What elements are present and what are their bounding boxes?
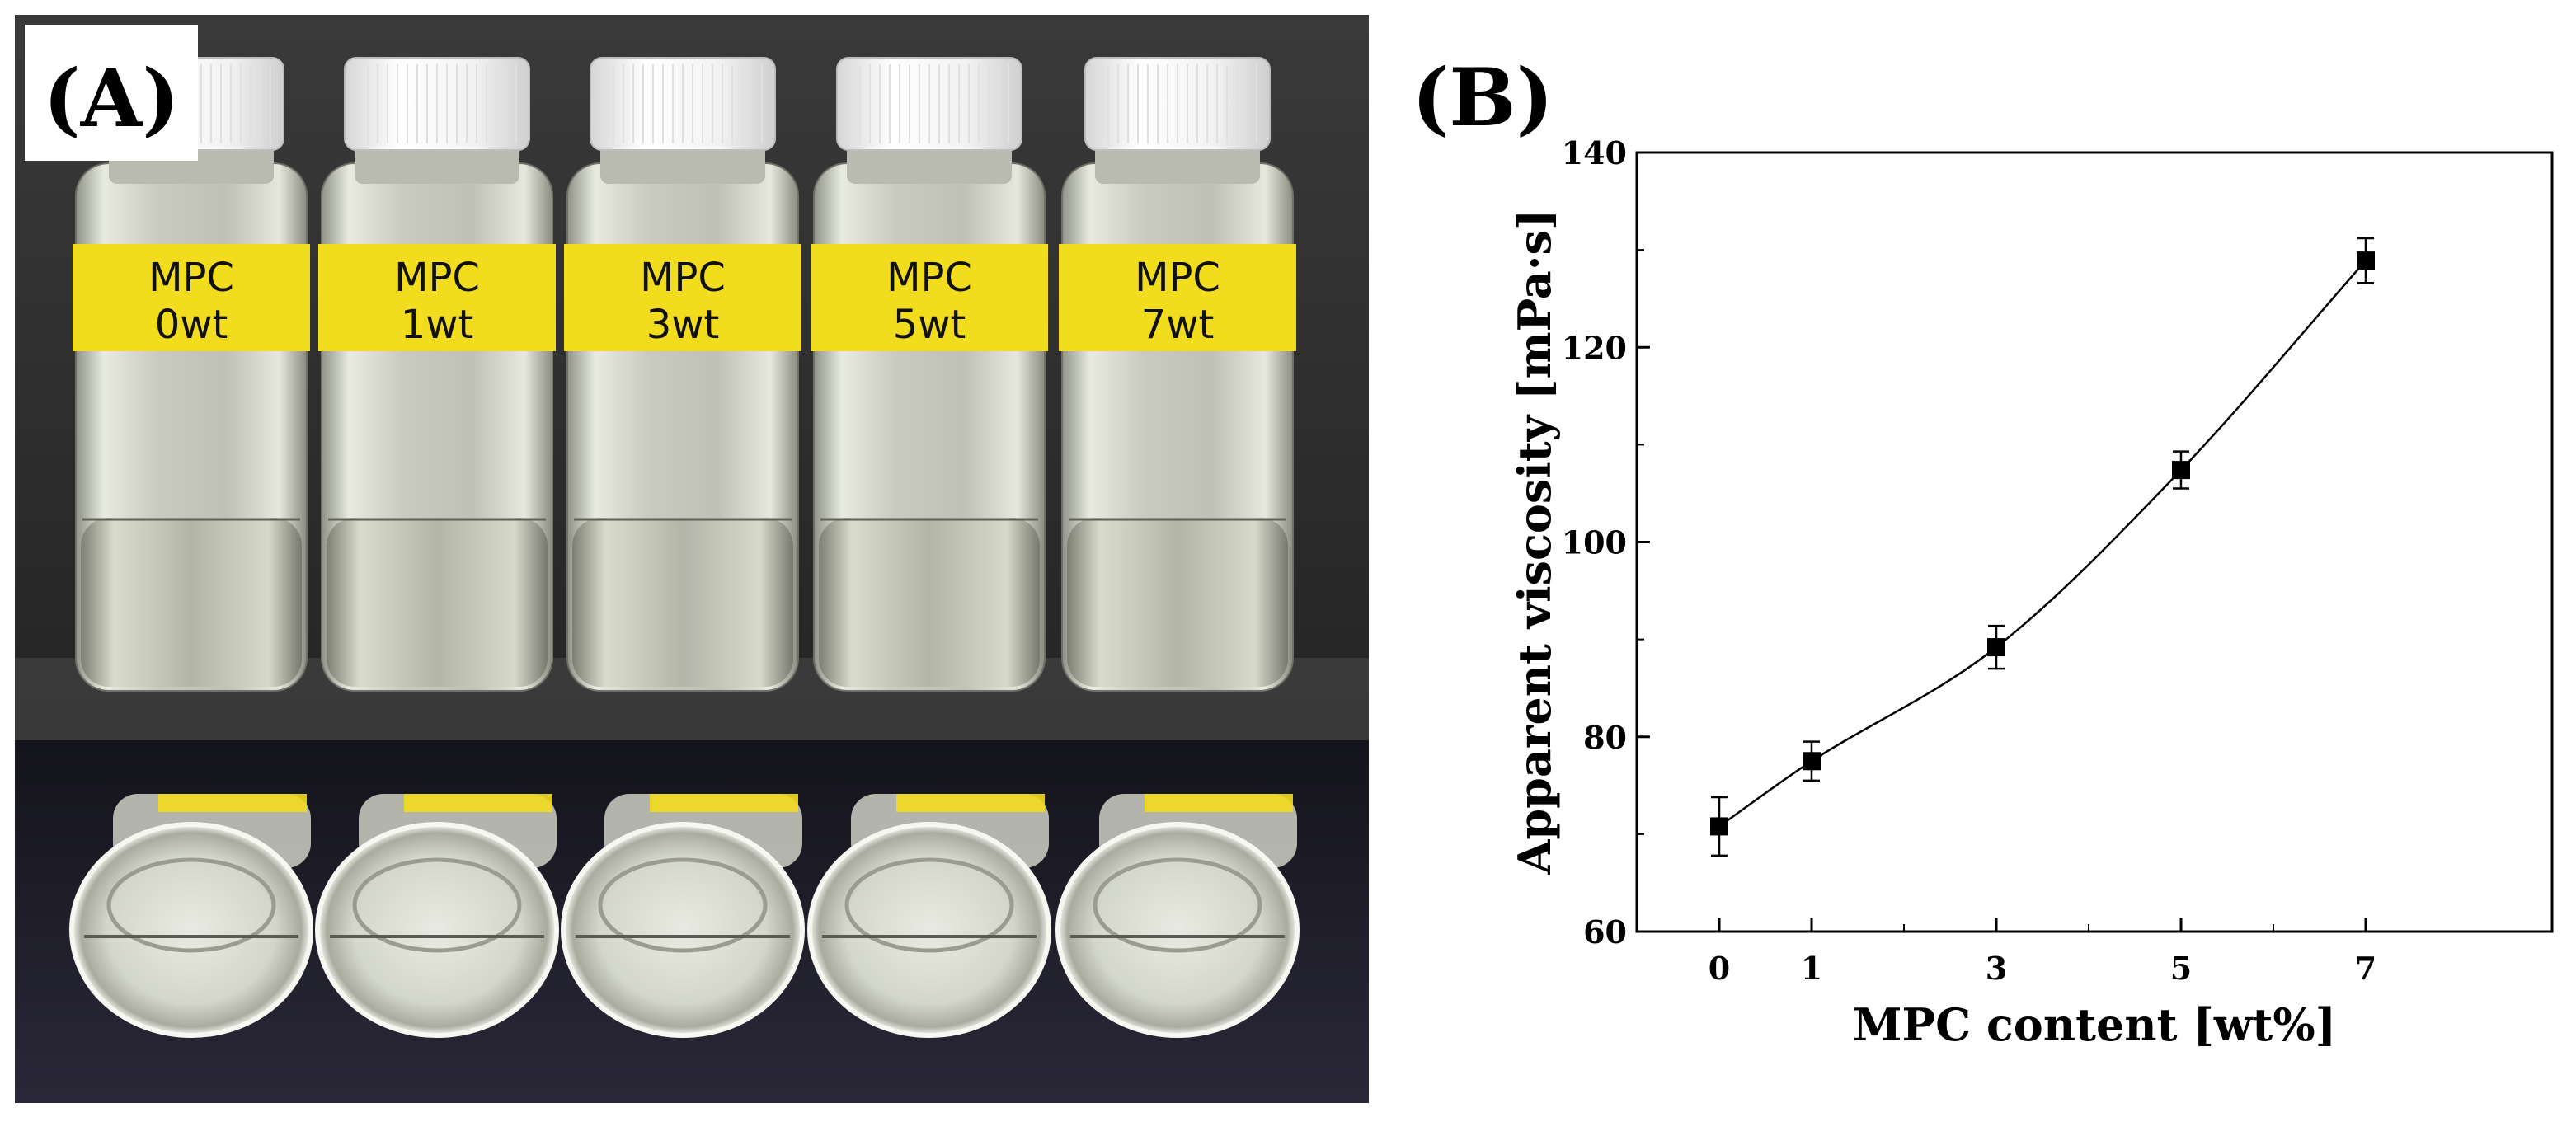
vial-label	[564, 244, 801, 351]
vial-label	[811, 244, 1048, 351]
lying-vial-end	[69, 822, 313, 1038]
vial-liquid	[572, 518, 793, 687]
x-tick-label: 7	[2355, 950, 2376, 987]
vial-neck	[600, 143, 765, 184]
vial-label	[1059, 244, 1296, 351]
lying-vial-label	[158, 794, 307, 812]
panel-a-label-box	[25, 25, 198, 161]
lying-vial-inner-ring	[844, 857, 1014, 953]
lying-vial-inner-ring	[106, 857, 276, 953]
vial-label-line2: 7wt	[1141, 302, 1215, 348]
data-point	[1710, 817, 1728, 836]
lying-vial-label	[896, 794, 1045, 812]
lying-vial-inner-ring	[352, 857, 522, 953]
vial-liquid	[327, 518, 548, 687]
vial-label-line2: 0wt	[155, 302, 228, 348]
x-tick-label: 5	[2170, 950, 2192, 987]
lying-vial	[807, 794, 1051, 1038]
vial-liquid	[81, 518, 302, 687]
lying-vial-inner-ring	[1093, 857, 1262, 953]
vial-label	[318, 244, 556, 351]
x-tick-label: 1	[1801, 950, 1822, 987]
y-tick-label: 80	[1583, 719, 1627, 756]
vial-liquid	[819, 518, 1040, 687]
data-point	[2357, 251, 2375, 270]
lying-vial-end	[315, 822, 559, 1038]
plot-frame	[1635, 151, 2554, 933]
data-point	[1987, 638, 2005, 657]
panel-b-label: (B)	[1412, 51, 1554, 144]
vial-label-line2: 3wt	[646, 302, 720, 348]
x-tick-label: 3	[1986, 950, 2007, 987]
vial-label-line2: 1wt	[401, 302, 474, 348]
data-point	[2172, 461, 2190, 480]
y-axis-ticks: 60 80 100 120 140	[1562, 134, 1650, 951]
photo-panel: MPC 0wt MPC 1wt MPC 3wt MPC 5wt MPC 7wt (A)	[15, 15, 1369, 1103]
lying-vial	[1055, 794, 1300, 1038]
lying-vial-inner-ring	[598, 857, 768, 953]
viscosity-chart: (B) 60 80 100 120 140 0 1 3 5 7 MPC content [wt%…	[1412, 51, 2554, 1051]
x-axis-title: MPC content [wt%]	[1853, 998, 2336, 1051]
lying-vial-label	[1145, 794, 1293, 812]
panel-a-label: (A)	[43, 52, 179, 145]
vial-label-line1: MPC	[1135, 255, 1220, 301]
lying-vial-label	[650, 794, 798, 812]
y-tick-label: 100	[1562, 524, 1627, 561]
lying-vial-label	[404, 794, 552, 812]
vial-label-line1: MPC	[148, 255, 234, 301]
data-point	[1803, 752, 1821, 771]
lying-vial-end	[1055, 822, 1300, 1038]
vial-label-line2: 5wt	[893, 302, 966, 348]
y-tick-label: 60	[1583, 913, 1627, 951]
lying-vial-end	[561, 822, 805, 1038]
vial-label	[73, 244, 310, 351]
lying-vial-end	[807, 822, 1051, 1038]
vial-neck	[847, 143, 1012, 184]
vial-label-line1: MPC	[886, 255, 972, 301]
lying-vials	[69, 794, 1300, 1038]
vial-neck	[355, 143, 519, 184]
y-tick-label: 140	[1562, 134, 1627, 171]
vial-liquid	[1067, 518, 1288, 687]
lying-vial	[561, 794, 805, 1038]
lying-vial	[69, 794, 313, 1038]
data-series	[1710, 237, 2375, 857]
y-tick-label: 120	[1562, 329, 1627, 366]
lying-vial	[315, 794, 559, 1038]
x-axis-ticks: 0 1 3 5 7	[1709, 918, 2376, 987]
x-tick-label: 0	[1709, 950, 1730, 987]
vial-label-line1: MPC	[640, 255, 726, 301]
chart-panel: (B) 60 80 100 120 140 0 1 3 5 7 MPC content [wt%…	[1385, 0, 2576, 1119]
vial-label-line1: MPC	[394, 255, 480, 301]
vial-neck	[1095, 143, 1260, 184]
y-axis-title: Apparent viscosity [mPa·s]	[1508, 209, 1561, 875]
